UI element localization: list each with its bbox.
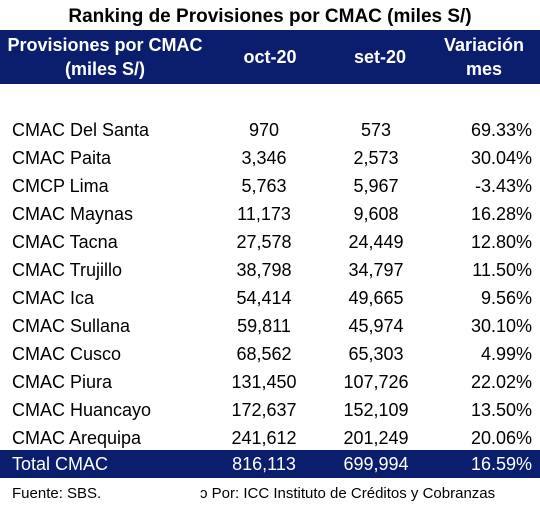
row-oct: 38,798 [236, 260, 292, 280]
row-oct: 241,612 [231, 428, 297, 448]
table-row: CMAC Paita 3,346 2,573 30.04% [0, 144, 540, 172]
row-set: 573 [360, 120, 392, 140]
credit-note: ɔ Por: ICC Instituto de Créditos y Cobra… [200, 485, 496, 502]
row-oct: 11,173 [237, 204, 291, 224]
header-provisiones-line2: (miles S/) [64, 59, 146, 79]
row-name: CMAC Arequipa [12, 428, 142, 448]
row-oct: 68,562 [236, 344, 292, 364]
total-name: Total CMAC [12, 454, 109, 474]
row-name: CMAC Ica [12, 288, 95, 308]
table-body: CMAC Del Santa 970 573 69.33% CMAC Paita 3,3… [0, 116, 540, 452]
row-name: CMAC Piura [12, 372, 113, 392]
row-var: 20.06% [470, 428, 532, 448]
row-var: 12.80% [470, 232, 532, 252]
row-name: CMAC Maynas [12, 204, 134, 224]
table-row: CMCP Lima 5,763 5,967 -3.43% [0, 172, 540, 200]
row-name: CMAC Paita [12, 148, 112, 168]
row-oct: 54,414 [236, 288, 292, 308]
total-set: 699,994 [343, 454, 409, 474]
header-set: set-20 [353, 47, 407, 67]
row-set: 49,665 [348, 288, 404, 308]
table-row: CMAC Trujillo 38,798 34,797 11.50% [0, 256, 540, 284]
row-var: 30.10% [470, 316, 532, 336]
row-var: 69.33% [470, 120, 532, 140]
table-row: CMAC Maynas 11,173 9,608 16.28% [0, 200, 540, 228]
row-name: CMAC Tacna [12, 232, 118, 252]
row-var: -3.43% [474, 176, 532, 196]
row-oct: 131,450 [231, 372, 297, 392]
row-var: 30.04% [470, 148, 532, 168]
row-set: 5,967 [353, 176, 399, 196]
row-set: 2,573 [353, 148, 399, 168]
row-oct: 5,763 [241, 176, 287, 196]
row-oct: 3,346 [241, 148, 287, 168]
row-oct: 27,578 [236, 232, 292, 252]
row-var: 13.50% [470, 400, 532, 420]
row-oct: 970 [248, 120, 280, 140]
row-name: CMAC Huancayo [12, 400, 152, 420]
header-variacion-line2: mes [465, 59, 503, 79]
row-oct: 172,637 [231, 400, 297, 420]
total-oct: 816,113 [232, 454, 296, 474]
table-row: CMAC Huancayo 172,637 152,109 13.50% [0, 396, 540, 424]
source-note: Fuente: SBS. [12, 485, 102, 502]
row-name: CMCP Lima [12, 176, 109, 196]
row-oct: 59,811 [237, 316, 291, 336]
row-set: 45,974 [348, 316, 404, 336]
table-row: CMAC Sullana 59,811 45,974 30.10% [0, 312, 540, 340]
header-provisiones-line1: Provisiones por CMAC [7, 35, 203, 55]
table-title: Ranking de Provisiones por CMAC (miles S… [68, 6, 472, 27]
row-var: 22.02% [470, 372, 532, 392]
total-row: Total CMAC 816,113 699,994 16.59% [0, 450, 540, 478]
row-set: 201,249 [343, 428, 409, 448]
row-set: 34,797 [348, 260, 404, 280]
header-provisiones: Provisiones por CMAC (miles S/) [0, 30, 210, 84]
table-row: CMAC Arequipa 241,612 201,249 20.06% [0, 424, 540, 452]
row-name: CMAC Trujillo [12, 260, 123, 280]
row-set: 24,449 [348, 232, 404, 252]
row-set: 9,608 [353, 204, 399, 224]
row-set: 107,726 [343, 372, 409, 392]
table-row: CMAC Cusco 68,562 65,303 4.99% [0, 340, 540, 368]
table-row: CMAC Ica 54,414 49,665 9.56% [0, 284, 540, 312]
total-var: 16.59% [470, 454, 532, 474]
header-oct: oct-20 [243, 47, 297, 67]
header-variacion-line1: Variación [443, 35, 525, 55]
table-row: CMAC Del Santa 970 573 69.33% [0, 116, 540, 144]
table-footer: Fuente: SBS. ɔ Por: ICC Instituto de Cré… [0, 482, 540, 506]
header-variacion: Variación mes [430, 30, 538, 84]
table-row: CMAC Tacna 27,578 24,449 12.80% [0, 228, 540, 256]
row-var: 11.50% [472, 260, 532, 280]
row-name: CMAC Sullana [12, 316, 131, 336]
row-var: 4.99% [480, 344, 532, 364]
row-name: CMAC Cusco [12, 344, 122, 364]
table-header: Provisiones por CMAC (miles S/) oct-20 s… [0, 30, 540, 84]
row-set: 65,303 [348, 344, 404, 364]
row-var: 9.56% [480, 288, 532, 308]
row-name: CMAC Del Santa [12, 120, 150, 140]
row-set: 152,109 [343, 400, 409, 420]
row-var: 16.28% [470, 204, 532, 224]
table-row: CMAC Piura 131,450 107,726 22.02% [0, 368, 540, 396]
